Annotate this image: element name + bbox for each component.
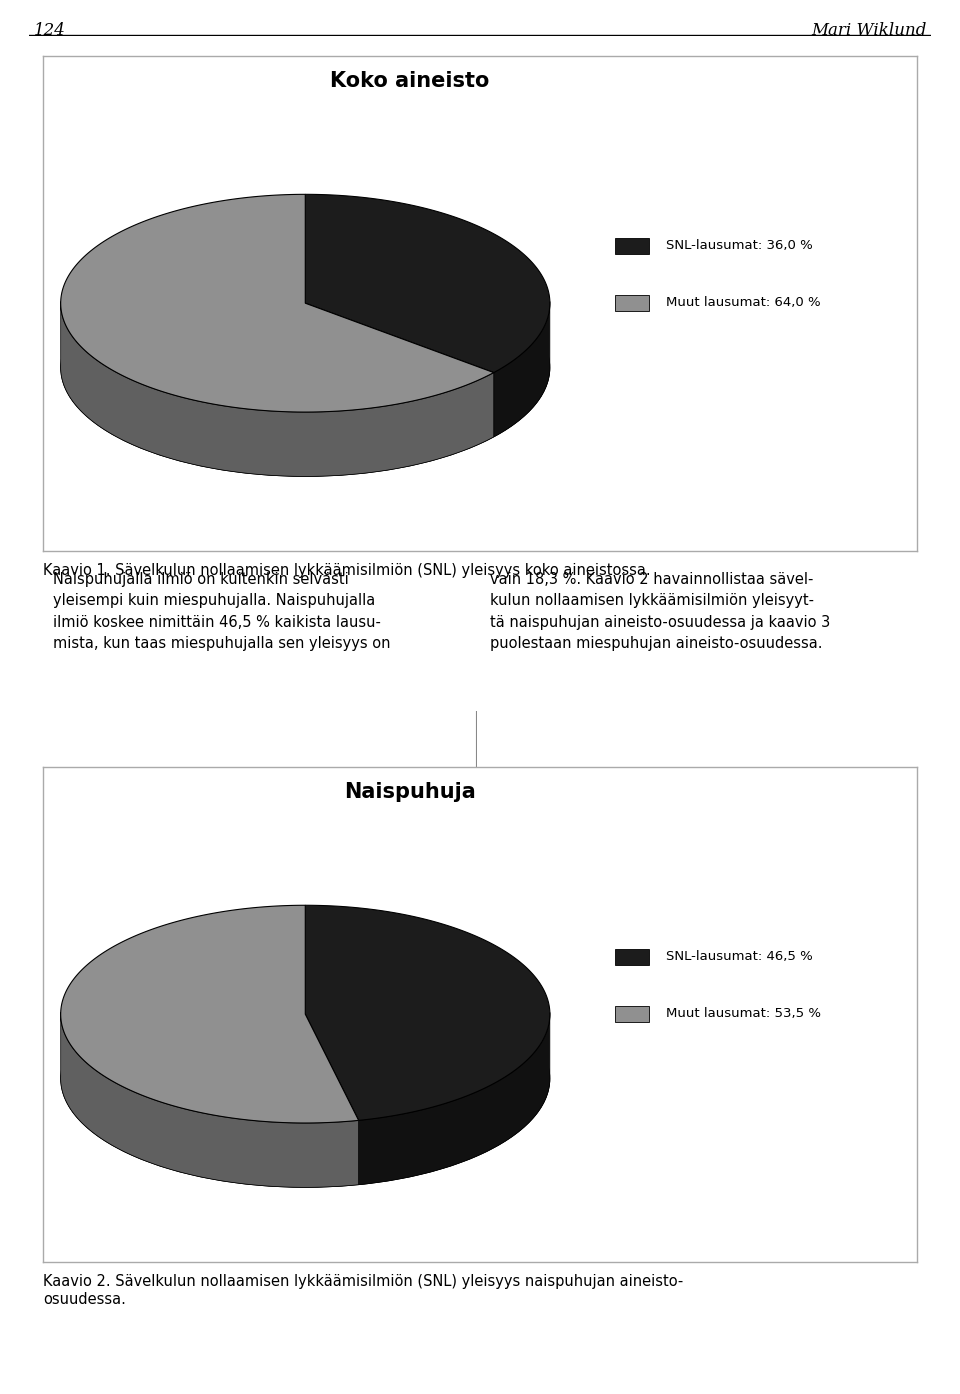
Bar [615, 1005, 649, 1022]
Polygon shape [493, 301, 550, 436]
Text: Muut lausumat: 64,0 %: Muut lausumat: 64,0 % [666, 296, 821, 309]
Bar [615, 238, 649, 254]
Text: vain 18,3 %. Kaavio 2 havainnollistaa sävel-
kulun nollaamisen lykkäämisilmiön y: vain 18,3 %. Kaavio 2 havainnollistaa sä… [490, 572, 829, 651]
Ellipse shape [60, 259, 550, 477]
Polygon shape [305, 905, 550, 1121]
Polygon shape [305, 194, 550, 372]
Text: SNL-lausumat: 46,5 %: SNL-lausumat: 46,5 % [666, 951, 813, 963]
Polygon shape [60, 905, 359, 1124]
Text: Naispuhuja: Naispuhuja [345, 782, 476, 802]
Polygon shape [60, 1012, 359, 1188]
Text: Kaavio 1. Sävelkulun nollaamisen lykkäämisilmiön (SNL) yleisyys koko aineistossa: Kaavio 1. Sävelkulun nollaamisen lykkääm… [43, 563, 651, 579]
Text: 124: 124 [34, 22, 65, 39]
Text: Koko aineisto: Koko aineisto [330, 71, 490, 91]
Bar [615, 949, 649, 965]
Polygon shape [60, 194, 493, 413]
Text: Naispuhujalla ilmiö on kuitenkin selvästi
yleisempi kuin miespuhujalla. Naispuhu: Naispuhujalla ilmiö on kuitenkin selväst… [53, 572, 391, 651]
Bar [615, 294, 649, 311]
Text: Kaavio 2. Sävelkulun nollaamisen lykkäämisilmiön (SNL) yleisyys naispuhujan aine: Kaavio 2. Sävelkulun nollaamisen lykkääm… [43, 1274, 684, 1306]
Text: Mari Wiklund: Mari Wiklund [811, 22, 926, 39]
Polygon shape [359, 1012, 550, 1185]
Text: Muut lausumat: 53,5 %: Muut lausumat: 53,5 % [666, 1006, 821, 1020]
Ellipse shape [60, 970, 550, 1188]
Text: SNL-lausumat: 36,0 %: SNL-lausumat: 36,0 % [666, 240, 813, 252]
Polygon shape [60, 301, 493, 477]
